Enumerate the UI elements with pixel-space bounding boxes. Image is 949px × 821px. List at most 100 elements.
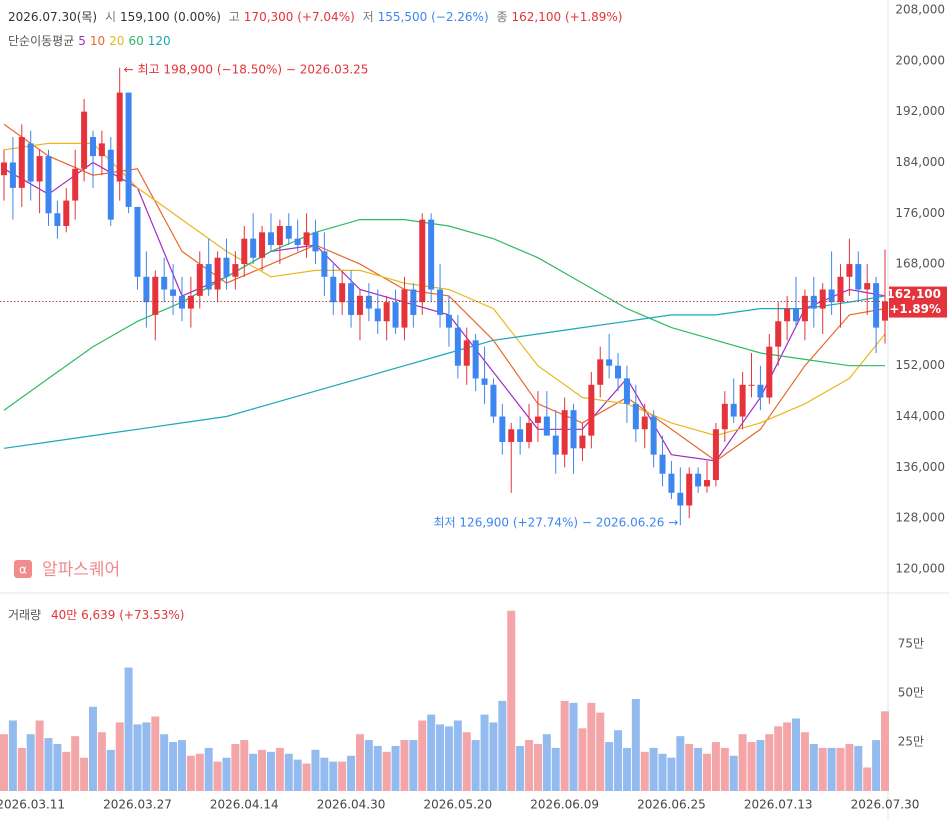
volume-bar xyxy=(792,718,801,791)
candle-body xyxy=(428,219,435,290)
volume-bar xyxy=(53,743,62,791)
volume-bar xyxy=(266,751,275,791)
volume-bar xyxy=(622,747,631,791)
candle-body xyxy=(437,289,444,315)
volume-bar xyxy=(453,720,462,791)
legend-entry: 5 xyxy=(78,34,86,48)
candle-body xyxy=(276,225,283,246)
candle-body xyxy=(223,257,230,277)
volume-bar xyxy=(35,720,44,791)
volume-bar xyxy=(649,747,658,791)
label: 시 xyxy=(104,10,116,24)
x-tick-label: 2026.07.13 xyxy=(744,798,813,812)
y-tick-label: 152,000 xyxy=(895,358,945,372)
candle-body xyxy=(18,137,25,188)
volume-bar xyxy=(88,706,97,791)
candle-body xyxy=(526,422,533,442)
candle-body xyxy=(855,264,862,290)
x-tick-label: 2026.06.09 xyxy=(530,798,599,812)
volume-bar xyxy=(400,740,409,791)
candle-body xyxy=(579,435,586,449)
volume-summary: 40만 6,639 (+73.53%) xyxy=(50,608,185,622)
volume-bar xyxy=(471,740,480,791)
candle-body xyxy=(463,340,470,366)
candle-body xyxy=(748,384,755,386)
volume-bar xyxy=(676,736,685,791)
volume-bar xyxy=(658,753,667,791)
candle-body xyxy=(517,429,524,442)
candle-body xyxy=(508,429,515,442)
open: 159,100 (0.00%) xyxy=(120,10,221,24)
volume-bar xyxy=(507,610,516,791)
volume-bar xyxy=(177,740,186,791)
y-tick-label: 168,000 xyxy=(895,257,945,271)
volume-bar xyxy=(818,747,827,791)
volume-bar xyxy=(195,753,204,791)
volume-bar xyxy=(106,749,115,791)
candle-body xyxy=(801,295,808,322)
volume-bar xyxy=(631,698,640,791)
volume-bar xyxy=(8,720,17,791)
volume-bar xyxy=(703,753,712,791)
candle-body xyxy=(766,346,773,398)
volume-tick-label: 50만 xyxy=(898,686,924,700)
label: 저 xyxy=(362,10,374,24)
candle-body xyxy=(374,308,381,322)
x-tick-label: 2026.06.25 xyxy=(637,798,706,812)
volume-bar xyxy=(347,755,356,791)
volume-bar xyxy=(0,734,8,791)
volume-bar xyxy=(409,740,418,791)
candle-body xyxy=(365,295,372,309)
candle-body xyxy=(534,416,541,423)
volume-bar xyxy=(738,734,747,791)
candle-body xyxy=(873,283,880,328)
volume-bar xyxy=(685,743,694,791)
candle-body xyxy=(267,232,274,246)
volume-bar xyxy=(133,724,142,791)
candle-body xyxy=(623,378,630,404)
candle-body xyxy=(339,283,346,303)
volume-bar xyxy=(854,745,863,791)
volume-bar xyxy=(525,740,534,791)
x-tick-label: 2026.03.11 xyxy=(0,798,65,812)
candle-body xyxy=(294,238,301,246)
volume-bar xyxy=(62,751,71,791)
volume-bar xyxy=(427,714,436,791)
candle-body xyxy=(214,257,221,290)
candle-body xyxy=(401,289,408,328)
candle-body xyxy=(321,251,328,277)
candle-body xyxy=(819,289,826,309)
candle-body xyxy=(490,384,497,417)
candle-body xyxy=(793,308,800,322)
candle-body xyxy=(410,289,417,315)
candle-body xyxy=(704,480,711,487)
volume-bar xyxy=(587,702,596,791)
logo-icon xyxy=(14,560,32,578)
volume-bar xyxy=(71,736,80,791)
volume-bar xyxy=(845,743,854,791)
candle-body xyxy=(561,410,568,455)
volume-bar xyxy=(667,757,676,791)
low-annotation: 최저 126,900 (+27.74%) − 2026.06.26 → xyxy=(434,516,679,530)
volume-bar xyxy=(115,722,124,791)
volume-bar xyxy=(160,734,169,791)
x-tick-label: 2026.07.30 xyxy=(851,798,920,812)
candle-body xyxy=(1,162,7,176)
volume-bar xyxy=(774,726,783,791)
candle-body xyxy=(615,365,622,379)
volume-bar xyxy=(489,722,498,791)
volume-bar xyxy=(444,726,453,791)
volume-bar xyxy=(480,714,489,791)
volume-bar xyxy=(391,745,400,791)
candle-body xyxy=(205,264,212,290)
candle-body xyxy=(81,111,88,169)
volume-bar xyxy=(355,734,364,791)
volume-bar xyxy=(560,700,569,791)
y-tick-label: 184,000 xyxy=(895,155,945,169)
candle-body xyxy=(187,295,194,309)
volume-bar xyxy=(142,722,151,791)
ma-line xyxy=(3,123,886,462)
volume-bar xyxy=(258,749,267,791)
candle-body xyxy=(178,295,185,309)
volume-bar xyxy=(373,745,382,791)
